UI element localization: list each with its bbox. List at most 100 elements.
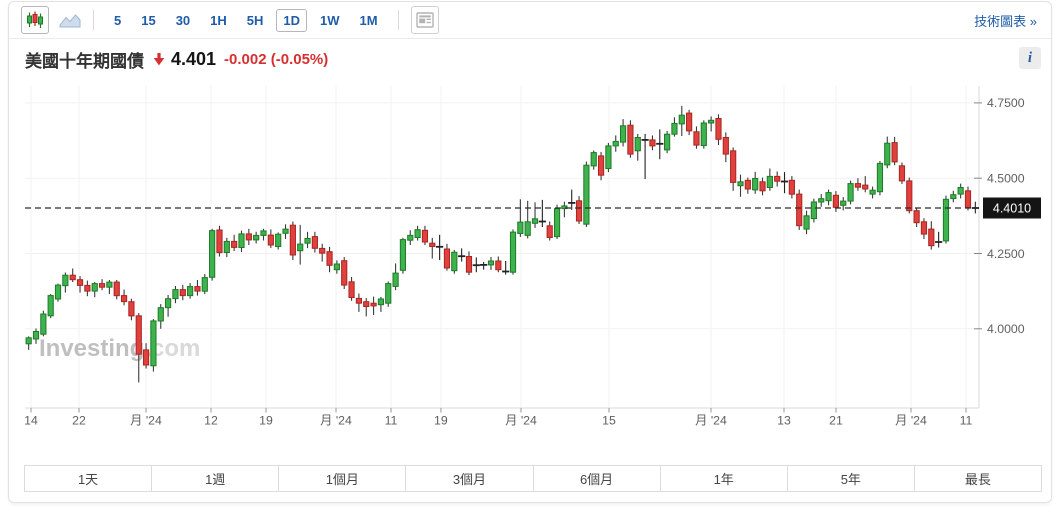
candle-up [187,286,194,297]
candle-up [392,272,399,287]
candle-up [678,114,685,125]
candle-up [333,263,340,271]
candle-up [238,233,245,248]
candle-up [260,230,267,236]
candle-up [106,281,113,288]
candle-down [495,260,502,271]
range-button-1年[interactable]: 1年 [660,466,788,491]
candle-up [377,298,385,306]
candle-down [311,236,318,249]
timeframe-1M-button[interactable]: 1M [359,12,378,28]
timeframe-1H-button[interactable]: 1H [210,12,227,28]
candle-up [752,178,759,191]
x-axis-label: 22 [72,414,86,428]
candle-down [267,234,274,246]
y-axis-label: 4.5000 [987,172,1025,186]
candle-up [700,122,707,147]
candle-down [363,301,370,307]
price-chart-area[interactable]: Investing.com 14 22 月 '24 12 19 月 '24 11 19 月 '24… [24,86,1047,432]
range-button-最長[interactable]: 最長 [914,466,1041,491]
range-button-6個月[interactable]: 6個月 [533,466,661,491]
candle-up [414,229,421,238]
candle-up [32,331,40,340]
timeframe-1D-button[interactable]: 1D [276,8,308,32]
candle-down [744,179,751,190]
candle-down [341,260,348,286]
candle-up [223,240,230,253]
candle-up [297,243,304,252]
candle-up [840,200,847,206]
candle-down [722,137,729,155]
x-axis-label: 12 [204,414,218,428]
x-axis-label: 月 '24 [895,414,927,428]
instrument-title: 美國十年期國債 [25,51,144,71]
x-axis-label: 14 [25,414,38,428]
candle-up [487,260,495,266]
candle-up [957,187,964,195]
timeframe-1W-button[interactable]: 1W [320,12,340,28]
candle-down [120,295,128,303]
candle-up [47,295,54,317]
current-price-badge: 4.4010 [983,197,1041,219]
candle-up [818,198,825,203]
candle-up [451,251,458,272]
chart-widget-card: 5 15 30 1H 5H 1D 1W 1M 技術圖表 » 美國十年期國債 4.401 -0.… [8,1,1052,503]
candle-up [275,233,282,247]
range-button-5年[interactable]: 5年 [787,466,915,491]
candle-down [715,118,722,140]
candle-down [69,274,76,281]
candle-down [575,200,583,222]
candle-down [862,184,869,190]
candle-up [847,183,854,202]
candle-up [884,142,891,166]
candle-up [766,175,773,189]
news-panel-button[interactable] [410,6,439,34]
candle-up [172,289,179,300]
candle-down [788,179,795,195]
timeframe-15-button[interactable]: 15 [141,12,156,28]
candle-down [627,124,634,155]
candle-down [326,251,333,266]
instrument-header: 美國十年期國債 4.401 -0.002 (-0.05%) [25,46,328,72]
candle-up [385,283,392,304]
candle-down [142,349,150,366]
candle-down [913,210,920,224]
range-button-1天[interactable]: 1天 [25,466,153,491]
range-button-1個月[interactable]: 1個月 [279,466,407,491]
timeframe-5-button[interactable]: 5 [114,12,122,28]
x-axis-label: 11 [960,414,973,428]
candle-down [113,281,120,297]
x-axis: 14 22 月 '24 12 19 月 '24 11 19 月 '24 15 月 '24 13 21 月 … [24,408,973,428]
candle-down [928,228,935,247]
candle-up [524,221,531,236]
candle-up [708,119,715,124]
candle-down [443,248,451,269]
range-button-3個月[interactable]: 3個月 [406,466,534,491]
candle-up [619,125,627,143]
candle-up [399,239,407,271]
x-axis-label: 月 '24 [695,414,727,428]
candle-down [854,183,862,188]
candlestick-chart[interactable]: Investing.com 14 22 月 '24 12 19 月 '24 11 19 月 '24… [24,86,1047,432]
range-button-1週[interactable]: 1週 [152,466,280,491]
candle-up [201,277,208,292]
y-axis-label: 4.2500 [987,247,1025,261]
y-axis: 4.7500 4.5000 4.2500 4.0000 [974,96,1025,336]
timeframe-30-button[interactable]: 30 [175,12,191,28]
info-button[interactable]: i [1019,47,1041,69]
timeframe-5H-button[interactable]: 5H [246,12,264,28]
candlestick-chart-type-button[interactable] [21,6,49,34]
x-axis-label: 15 [602,414,616,428]
candle-down [898,165,906,182]
candle-down [348,281,355,299]
range-selector: 1天 1週 1個月 3個月 6個月 1年 5年 最長 [24,465,1042,492]
technical-chart-link[interactable]: 技術圖表 » [974,13,1037,29]
candle-up [25,337,32,345]
investing-watermark: Investing.com [39,335,200,362]
candle-down [319,247,326,254]
area-chart-type-button[interactable] [57,7,83,33]
chart-toolbar: 5 15 30 1H 5H 1D 1W 1M 技術圖表 » [9,2,1051,39]
candle-down [891,142,898,163]
candle-up [40,313,47,335]
candle-down [421,229,429,243]
